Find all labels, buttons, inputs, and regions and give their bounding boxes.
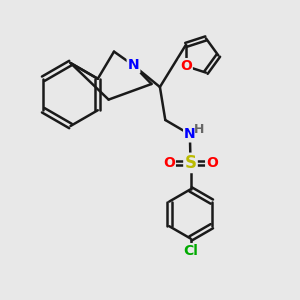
Text: H: H (194, 122, 205, 136)
Text: O: O (180, 59, 192, 73)
Text: Cl: Cl (183, 244, 198, 258)
Text: O: O (206, 156, 218, 170)
Text: O: O (163, 156, 175, 170)
Text: N: N (128, 58, 139, 72)
Text: N: N (184, 128, 196, 141)
Text: S: S (184, 154, 196, 172)
